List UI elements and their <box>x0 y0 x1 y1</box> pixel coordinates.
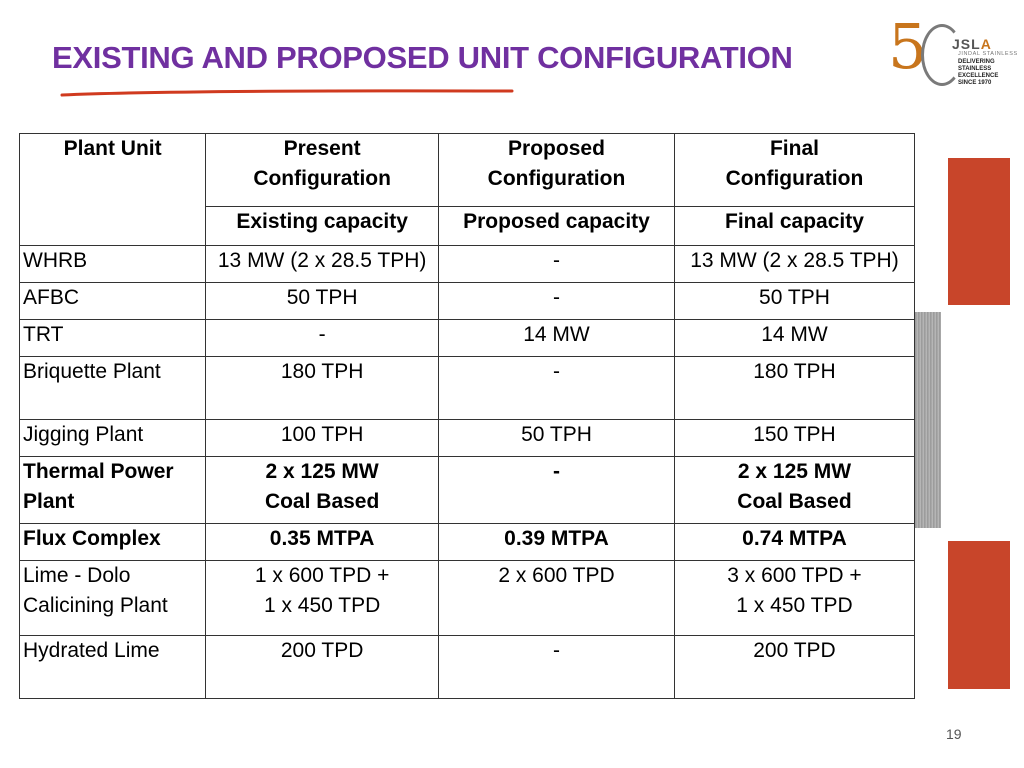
cell-proposed-capacity: 2 x 600 TPD <box>438 560 675 636</box>
page-title: EXISTING AND PROPOSED UNIT CONFIGURATION <box>52 40 793 75</box>
cell-present-capacity: 13 MW (2 x 28.5 TPH) <box>205 245 440 283</box>
cell-present-capacity: - <box>205 319 440 357</box>
cell-final-capacity: 50 TPH <box>673 282 916 320</box>
title-underline <box>60 89 514 97</box>
logo-tagline: DELIVERING STAINLESS EXCELLENCE SINCE 19… <box>958 59 999 86</box>
cell-plant-unit: WHRB <box>18 245 207 283</box>
cell-proposed-capacity: - <box>438 245 675 283</box>
header-proposed-configuration: Proposed Configuration <box>438 133 675 207</box>
cell-proposed-capacity: 50 TPH <box>438 419 675 457</box>
cell-present-capacity: 180 TPH <box>205 356 440 420</box>
cell-final-capacity: 150 TPH <box>673 419 916 457</box>
company-logo: 5 JSLA JINDAL STAINLESS DELIVERING STAIN… <box>888 10 1018 86</box>
cell-plant-unit: AFBC <box>18 282 207 320</box>
cell-proposed-capacity: - <box>438 282 675 320</box>
cell-final-capacity: 13 MW (2 x 28.5 TPH) <box>673 245 916 283</box>
cell-present-capacity: 0.35 MTPA <box>205 523 440 561</box>
cell-proposed-capacity: 14 MW <box>438 319 675 357</box>
table-row: Flux Complex 0.35 MTPA 0.39 MTPA 0.74 MTPA <box>18 523 916 561</box>
table-header-row: Plant Unit Present Configuration Proposed… <box>18 133 916 246</box>
table-row: Thermal Power Plant 2 x 125 MW Coal Based -2… <box>18 456 916 524</box>
table-row: Hydrated Lime 200 TPD -200 TPD <box>18 635 916 699</box>
header-final-configuration: Final Configuration <box>673 133 916 207</box>
cell-present-capacity: 200 TPD <box>205 635 440 699</box>
logo-subtitle: JINDAL STAINLESS <box>958 51 1018 57</box>
cell-plant-unit: Flux Complex <box>18 523 207 561</box>
table-row: TRT -14 MW 14 MW <box>18 319 916 357</box>
cell-plant-unit: Thermal Power Plant <box>18 456 207 524</box>
cell-final-capacity: 200 TPD <box>673 635 916 699</box>
table-row: WHRB 13 MW (2 x 28.5 TPH) -13 MW (2 x 28.5… <box>18 245 916 283</box>
cell-plant-unit: TRT <box>18 319 207 357</box>
subheader-proposed-capacity: Proposed capacity <box>438 206 675 246</box>
cell-proposed-capacity: - <box>438 356 675 420</box>
table-row: Briquette Plant 180 TPH -180 TPH <box>18 356 916 420</box>
cell-final-capacity: 2 x 125 MW Coal Based <box>673 456 916 524</box>
header-present-configuration: Present Configuration <box>205 133 440 207</box>
cell-present-capacity: 50 TPH <box>205 282 440 320</box>
cell-plant-unit: Jigging Plant <box>18 419 207 457</box>
decorative-red-block-bottom <box>948 541 1010 689</box>
page-number: 19 <box>946 726 962 742</box>
subheader-existing-capacity: Existing capacity <box>205 206 440 246</box>
table-row: Lime - Dolo Calicining Plant 1 x 600 TPD +… <box>18 560 916 636</box>
cell-present-capacity: 100 TPH <box>205 419 440 457</box>
decorative-red-block-top <box>948 158 1010 305</box>
cell-final-capacity: 0.74 MTPA <box>673 523 916 561</box>
cell-final-capacity: 180 TPH <box>673 356 916 420</box>
header-plant-unit: Plant Unit <box>18 133 207 246</box>
cell-present-capacity: 2 x 125 MW Coal Based <box>205 456 440 524</box>
cell-proposed-capacity: 0.39 MTPA <box>438 523 675 561</box>
cell-plant-unit: Lime - Dolo Calicining Plant <box>18 560 207 636</box>
table-subheader-row: Existing capacity Proposed capacity Fina… <box>20 206 916 246</box>
subheader-final-capacity: Final capacity <box>673 206 916 246</box>
cell-present-capacity: 1 x 600 TPD +1 x 450 TPD <box>205 560 440 636</box>
logo-five: 5 <box>888 10 928 83</box>
logo-zero-ring <box>921 24 963 86</box>
unit-configuration-table: Plant Unit Present Configuration Proposed… <box>18 133 916 699</box>
table-row: AFBC 50 TPH -50 TPH <box>18 282 916 320</box>
cell-proposed-capacity: - <box>438 635 675 699</box>
cell-final-capacity: 14 MW <box>673 319 916 357</box>
cell-proposed-capacity: - <box>438 456 675 524</box>
cell-final-capacity: 3 x 600 TPD +1 x 450 TPD <box>673 560 916 636</box>
table-row: Jigging Plant 100 TPH 50 TPH 150 TPH <box>18 419 916 457</box>
cell-plant-unit: Briquette Plant <box>18 356 207 420</box>
cell-plant-unit: Hydrated Lime <box>18 635 207 699</box>
logo-brand: JSLA <box>952 36 992 52</box>
